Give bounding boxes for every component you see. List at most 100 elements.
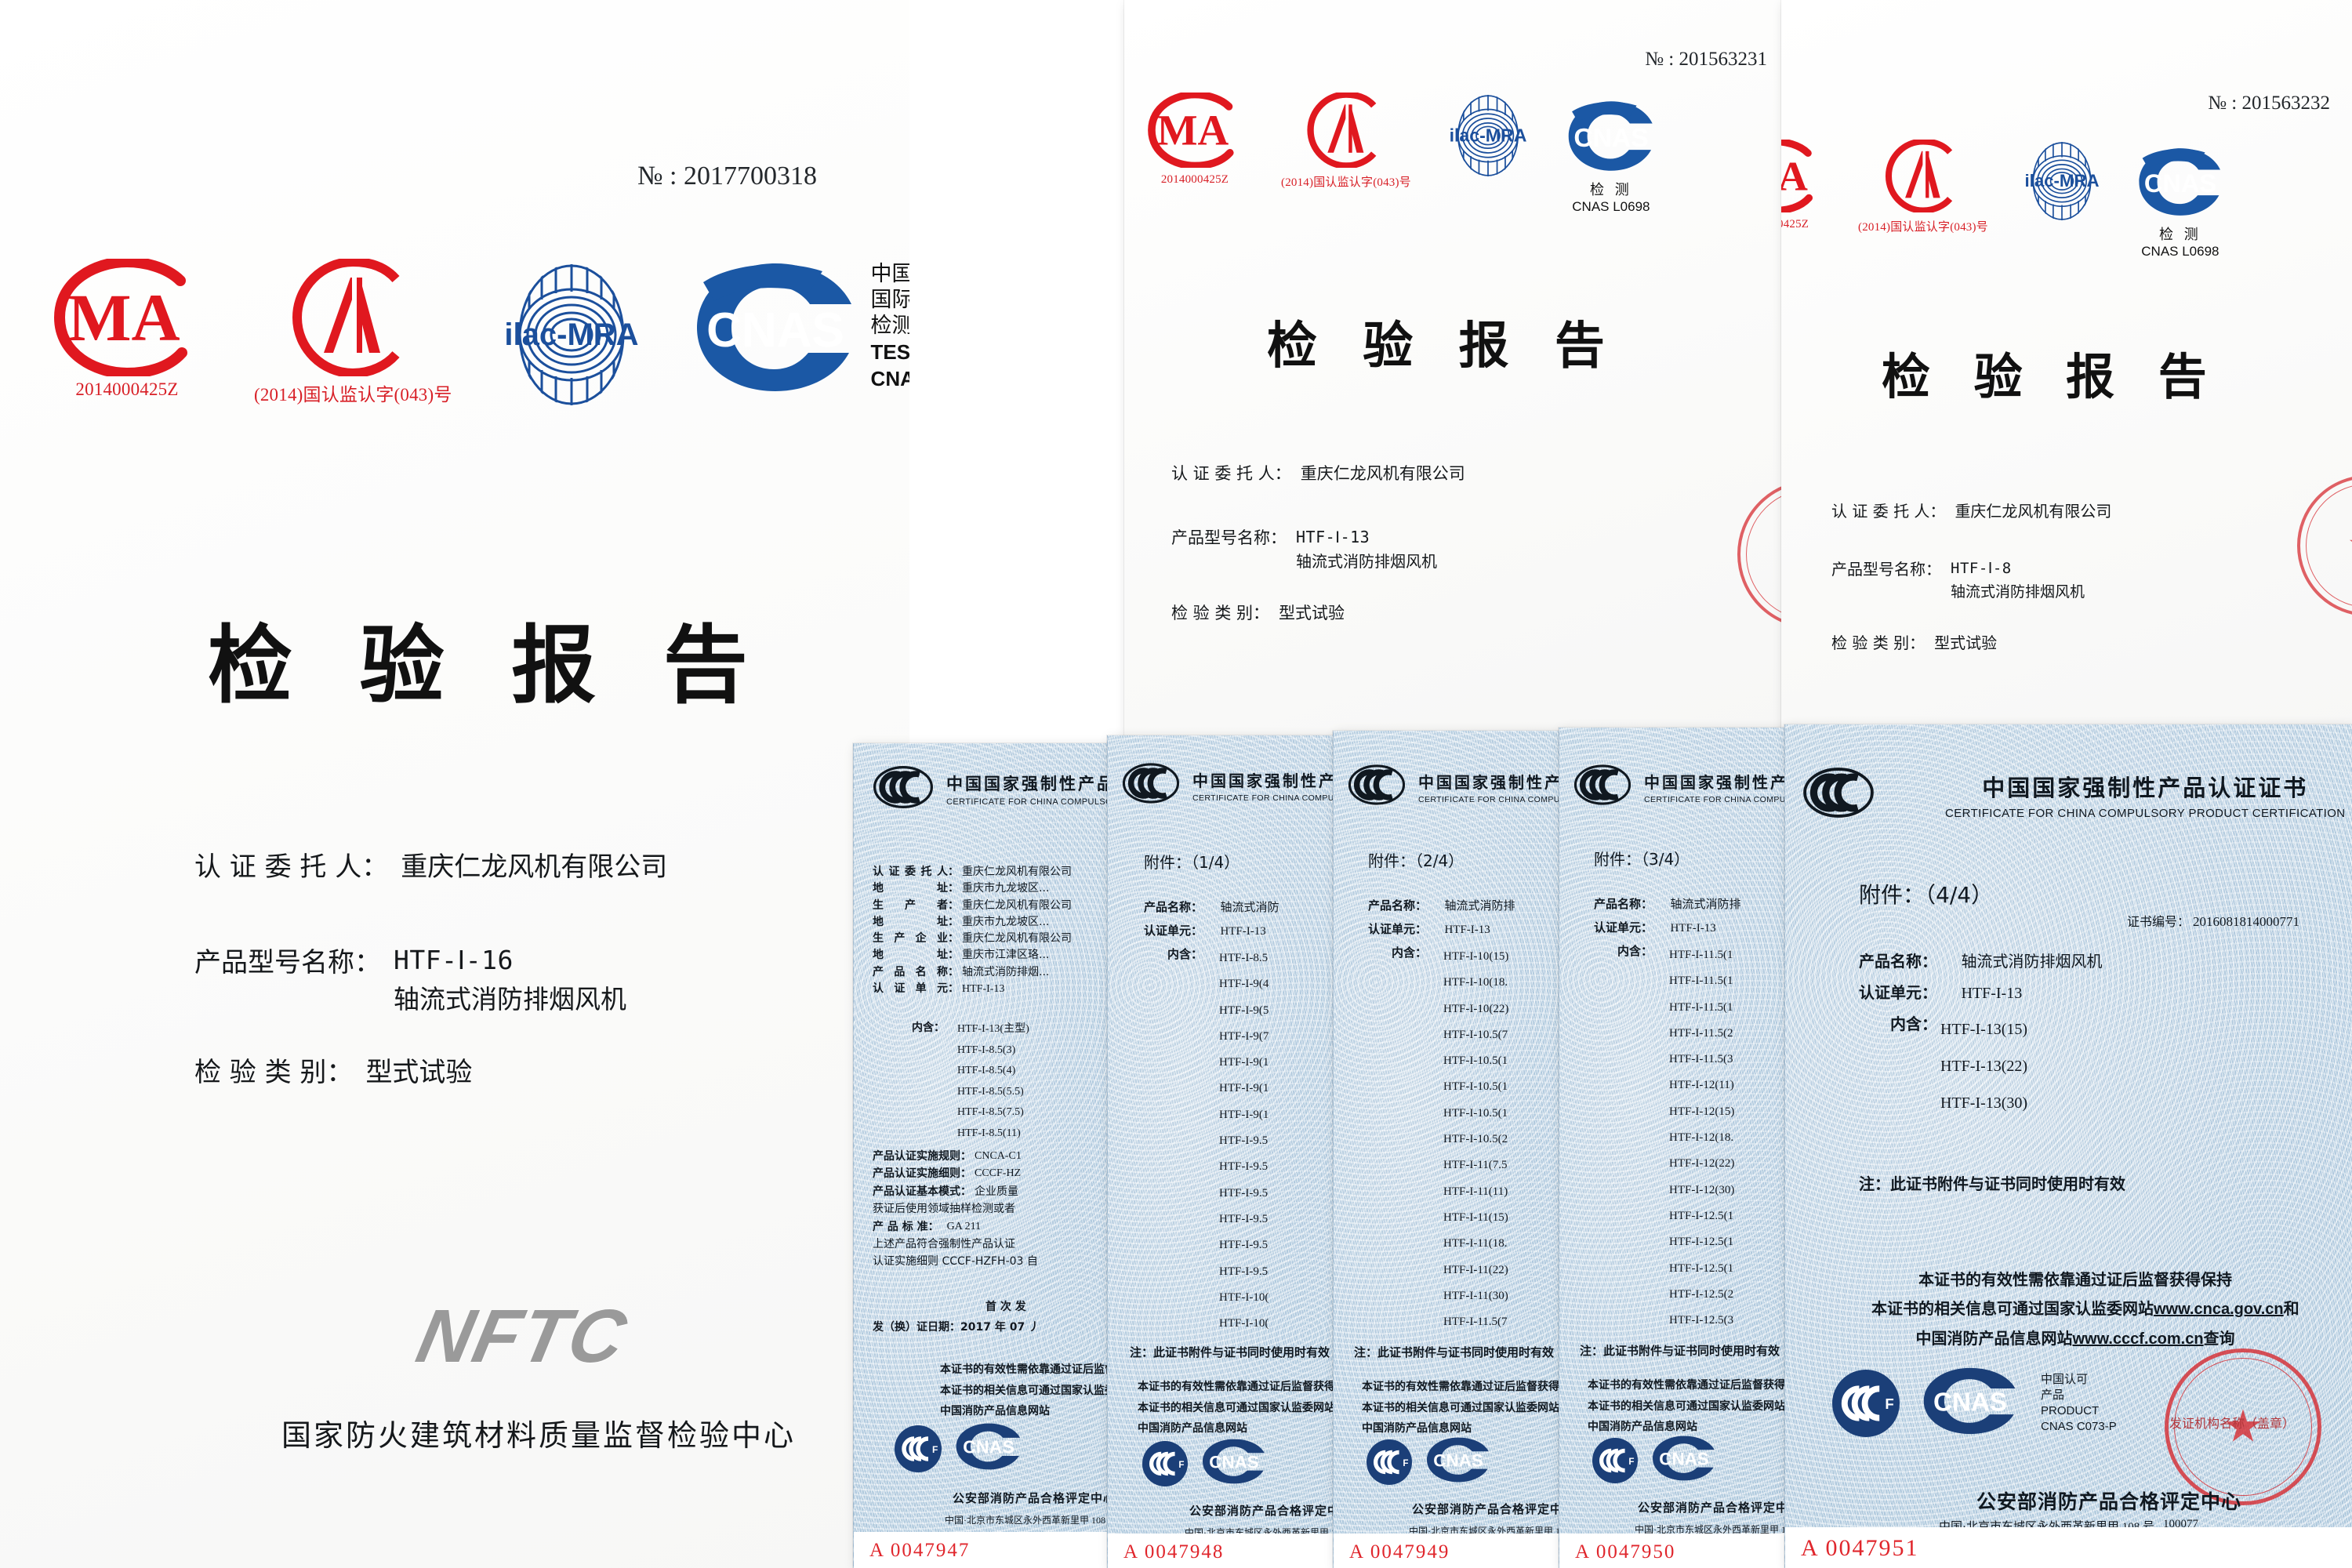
ccc-first-issue: 首 次 发	[985, 1301, 1026, 1313]
ccc-product-name-3-4: 产品名称： 轴流式消防排	[1594, 895, 1740, 912]
ccc-title-block: 中国国家强制性产品认证证书 CERTIFICATE FOR CHINA COMP…	[1192, 768, 1341, 803]
product-name-label: 产品名称：	[1368, 898, 1428, 913]
row-sep: ：	[948, 898, 959, 912]
ccc-inner-list-2-4: HTF-I-10(15) HTF-I-10(18. HTF-I-10(22) H…	[1443, 944, 1508, 1335]
inner-item: HTF-I-8.5(3)	[957, 1044, 1016, 1056]
row-standard-key: 产 品 标 准	[873, 1220, 928, 1233]
svg-text:MA: MA	[1157, 107, 1229, 154]
cma-mark-icon: MA	[1145, 90, 1245, 172]
foot-line-2a: 本证书的相关信息可通过国家认监委网站	[1871, 1299, 2154, 1318]
unit-label: 认证单元：	[1594, 920, 1653, 935]
inner-item: HTF-I-9.5	[1219, 1134, 1269, 1148]
report-number-right: № : 201563232	[2208, 93, 2330, 114]
row-unit: 认证单元 ： HTF-I-13	[873, 981, 1072, 997]
row-conformity-text: 上述产品符合强制性产品认证	[873, 1237, 1015, 1250]
ccc-title-en: CERTIFICATE FOR CHINA COMPULSORY PRODUCT…	[1644, 794, 1792, 804]
cnas-logo-block: CNAS 中国认可 国际互认 检测 TESTING CNAS L0698	[691, 259, 909, 396]
issuing-authority-seal	[2165, 1348, 2321, 1505]
row-address-1: 地址 ： 重庆市九龙坡区...	[873, 880, 1072, 897]
inner-label: 内含：	[1167, 947, 1203, 961]
field-type-label: 检 验 类 别：	[1171, 604, 1270, 622]
product-name-value: 轴流式消防	[1220, 900, 1279, 914]
ccc-logo-icon	[873, 765, 934, 813]
cccf-badge-icon: F	[895, 1425, 942, 1472]
cnca-logo-block-right: (2014)国认监认字(043)号	[1858, 138, 1988, 234]
inner-item: HTF-I-12.5(3	[1669, 1314, 1734, 1327]
svg-text:MA: MA	[67, 280, 180, 355]
inner-item: HTF-I-9(1	[1219, 1056, 1269, 1069]
ilac-mra-icon: ilac-MRA	[501, 260, 642, 409]
field-model-value-2: 轴流式消防排烟风机	[1951, 583, 2085, 601]
inner-item: HTF-I-10(18.	[1443, 976, 1508, 989]
cnas-mark-icon: CNAS	[1565, 99, 1657, 177]
ccc-title-block: 中国国家强制性产品认证证书 CERTIFICATE FOR CHINA COMP…	[1418, 770, 1566, 804]
svg-text:ilac-MRA: ilac-MRA	[1449, 125, 1526, 146]
ilac-logo-block-mid: ilac-MRA	[1447, 93, 1529, 183]
field-client-value: 重庆仁龙风机有限公司	[401, 851, 668, 883]
cccf-badge-icon: F	[1367, 1439, 1412, 1485]
seal-label-text: 发证机构名称（盖章）	[2169, 1416, 2296, 1431]
cnca-url-link[interactable]: www.cnca.gov.cn	[2154, 1301, 2284, 1318]
accreditation-logo-row-middle: MA 2014000425Z (2014)国认监认字(043)号	[1145, 90, 1657, 215]
cnas-mark-icon: CNAS	[1199, 1438, 1269, 1489]
row-mode-key: 产品认证基本模式	[873, 1185, 960, 1198]
cccf-url-link[interactable]: www.cccf.com.cn	[2072, 1330, 2204, 1348]
inspection-report-right: № : 201563232 MA 2014000425Z	[1781, 0, 2352, 753]
inner-label: 内含：	[1392, 946, 1428, 960]
foot-line-2-wrap: 本证书的相关信息可通过国家认监委网站www.cnca.gov.cn和	[1871, 1294, 2299, 1324]
report-title-main: 检 验 报 告	[208, 617, 767, 715]
ccc-product-name-1-4: 产品名称： 轴流式消防	[1144, 898, 1279, 915]
svg-text:F: F	[1628, 1456, 1634, 1466]
cccf-badge-icon: F	[1142, 1440, 1188, 1486]
ccc-header-main: 中国国家强制性产品认证证书 CERTIFICATE FOR CHINA COMP…	[873, 765, 1112, 813]
ccc-attachment-label-1-4: 附件：（1/4）	[1144, 853, 1240, 872]
field-type-mid: 检 验 类 别： 型式试验	[1171, 601, 1345, 624]
ccc-issuer-addr-3-4: 中国·北京市东城区永外西革新里甲 108 号	[1635, 1524, 1792, 1535]
row-client: 认证委托人 ： 重庆仁龙风机有限公司	[873, 864, 1072, 880]
cnas-line-1: 中国认可	[870, 262, 909, 287]
row-rule-value: CNCA-C1	[975, 1150, 1022, 1162]
ccc-main-tail-rows: 产品认证实施规则 ： CNCA-C1 产品认证实施细则 ： CCCF-HZ 产品…	[873, 1148, 1038, 1271]
cnas-under-cn: 检 测	[2159, 227, 2201, 243]
inner-item: HTF-I-8.5(4)	[957, 1065, 1016, 1077]
foot-line-3a: 中国消防产品信息网站	[1915, 1329, 2073, 1348]
cnas-line-en2: CNAS C073-P	[2041, 1419, 2117, 1433]
ccc-header-1-4: 中国国家强制性产品认证证书 CERTIFICATE FOR CHINA COMP…	[1122, 762, 1341, 808]
product-name-label: 产品名称：	[1859, 952, 1937, 971]
ccc-serial-strip	[854, 1532, 1112, 1568]
inner-item: HTF-I-13(30)	[1940, 1094, 2028, 1112]
inner-item: HTF-I-13(主型)	[957, 1023, 1029, 1035]
field-client-label: 认 证 委 托 人：	[1171, 464, 1291, 483]
row-sep: ：	[948, 982, 959, 995]
ccc-attachment-label-4-4: 附件：（4/4）	[1859, 882, 1994, 908]
cnas-under-code: CNAS L0698	[2141, 244, 2220, 259]
ccc-note-1-4: 注：此证书附件与证书同时使用时有效	[1130, 1345, 1330, 1359]
foot-line-1: 本证书的有效性需依靠通过证后监督获得保持	[1918, 1270, 2232, 1289]
report-number-main: № : 2017700318	[637, 162, 817, 191]
row-standard: 产 品 标 准 ： GA 211	[873, 1218, 1038, 1236]
unit-value: HTF-I-13	[1670, 922, 1716, 935]
inner-item: HTF-I-9(1	[1219, 1108, 1269, 1121]
ilac-logo-block-right: ilac-MRA	[2023, 140, 2101, 227]
row-address-2: 地址 ： 重庆市九龙坡区...	[873, 914, 1072, 931]
field-type-label: 检 验 类 别：	[194, 1057, 354, 1088]
field-model-mid: 产品型号名称： HTF-Ⅰ-13 轴流式消防排烟风机	[1171, 525, 1437, 574]
ccc-title-cn: 中国国家强制性产品认证证书	[1982, 774, 2309, 801]
inner-item: HTF-I-11(18.	[1443, 1237, 1508, 1250]
field-type-main: 检 验 类 别： 型式试验	[194, 1051, 472, 1089]
row-sep: ：	[948, 915, 959, 928]
ccc-serial-strip	[1334, 1534, 1566, 1568]
ccc-title-block: 中国国家强制性产品认证证书 CERTIFICATE FOR CHINA COMP…	[1644, 770, 1792, 804]
ccc-footnotes-3-4: 本证书的有效性需依靠通过证后监督获得保持 本证书的相关信息可通过国家认监委网站 …	[1588, 1375, 1792, 1438]
unit-label: 认证单元：	[1859, 983, 1937, 1002]
inner-item: HTF-I-11.5(2	[1669, 1026, 1733, 1040]
inner-item: HTF-I-11(11)	[1443, 1185, 1508, 1198]
row-client-value: 重庆仁龙风机有限公司	[962, 866, 1072, 878]
ccc-serial-strip	[1785, 1527, 2352, 1568]
row-unit-key: 认证单元	[873, 982, 948, 995]
field-client-mid: 认 证 委 托 人： 重庆仁龙风机有限公司	[1171, 461, 1465, 485]
ccc-inner-list-1-4: HTF-I-8.5 HTF-I-9(4 HTF-I-9(5 HTF-I-9(7 …	[1219, 946, 1269, 1337]
ccc-annex-4-4: 中国国家强制性产品认证证书 CERTIFICATE FOR CHINA COMP…	[1784, 724, 2352, 1568]
ccc-note-3-4: 注：此证书附件与证书同时使用时有效	[1580, 1344, 1780, 1358]
